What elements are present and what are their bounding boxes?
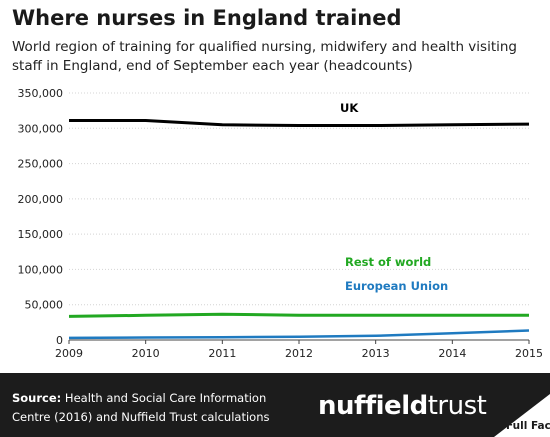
series-line-rest-of-world	[68, 312, 529, 318]
x-tick-label: 2011	[208, 347, 236, 360]
source-body: Health and Social Care Information Centr…	[12, 391, 270, 424]
source-note: Source: Health and Social Care Informati…	[12, 389, 302, 427]
x-tick-label: 2010	[132, 347, 160, 360]
logo-word-trust: trust	[427, 391, 487, 421]
full-fact-corner-tab	[494, 394, 550, 437]
y-tick-label: 0	[56, 334, 63, 347]
y-tick-label: 100,000	[18, 263, 64, 276]
series-label: European Union	[345, 279, 448, 293]
series-lines	[68, 119, 530, 340]
y-tick-label: 200,000	[18, 193, 64, 206]
line-chart: 0 50,000 100,000 150,000 200,000 250,000 300,0…	[18, 87, 544, 360]
y-tick-label: 350,000	[18, 87, 64, 100]
series-line-uk	[69, 119, 530, 127]
y-tick-label: 150,000	[18, 228, 64, 241]
nuffield-trust-logo: nuffieldtrust	[318, 391, 487, 421]
y-tick-label: 250,000	[18, 158, 64, 171]
x-tick-label: 2009	[55, 347, 83, 360]
x-tick-label: 2014	[438, 347, 466, 360]
series-line-european-union	[68, 329, 530, 340]
series-label: Rest of world	[345, 255, 431, 269]
full-fact-label: Full Fact	[506, 420, 550, 432]
y-tick-label: 300,000	[18, 122, 64, 135]
footer: Source: Health and Social Care Informati…	[0, 373, 550, 437]
x-tick-label: 2015	[515, 347, 543, 360]
logo-word-nuffield: nuffield	[318, 391, 428, 421]
chart-title: Where nurses in England trained	[12, 6, 402, 30]
x-tick-label: 2013	[362, 347, 390, 360]
chart-subtitle: World region of training for qualified n…	[12, 39, 517, 74]
source-label: Source:	[12, 391, 62, 405]
axes: 0 50,000 100,000 150,000 200,000 250,000 300,0…	[18, 87, 544, 360]
y-tick-label: 50,000	[25, 299, 64, 312]
series-labels: UK Rest of world European Union	[340, 101, 448, 293]
series-label: UK	[340, 101, 359, 115]
x-tick-label: 2012	[285, 347, 313, 360]
